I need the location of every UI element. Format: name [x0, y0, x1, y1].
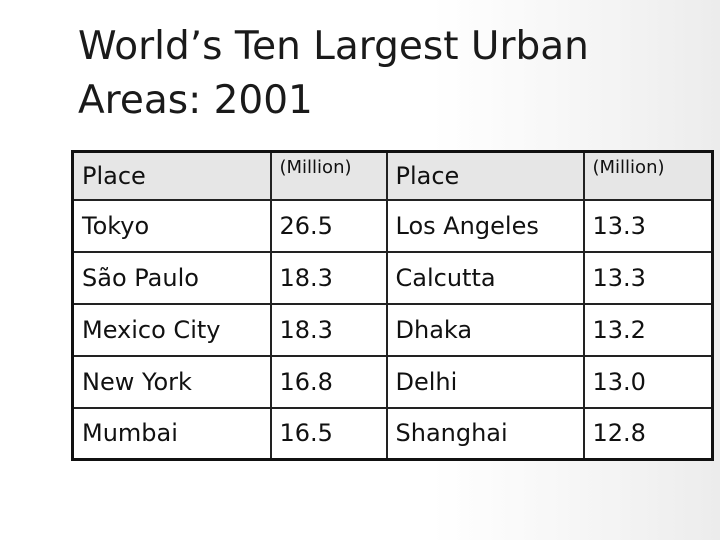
table-row: Tokyo 26.5 Los Angeles 13.3 [71, 198, 714, 253]
place-cell: New York [71, 354, 272, 409]
table-row: New York 16.8 Delhi 13.0 [71, 354, 714, 409]
table-header-row: Place (Million) Place (Million) [71, 150, 714, 201]
slide-title-line-1: World’s Ten Largest Urban [78, 24, 589, 69]
slide-title: World’s Ten Largest Urban Areas: 2001 [78, 20, 698, 128]
header-place-left: Place [71, 150, 272, 201]
population-cell: 13.3 [582, 198, 714, 253]
place-cell: Mumbai [71, 406, 272, 461]
population-cell: 16.8 [269, 354, 388, 409]
header-million-right: (Million) [582, 150, 714, 201]
population-cell: 12.8 [582, 406, 714, 461]
population-cell: 16.5 [269, 406, 388, 461]
place-cell: Shanghai [385, 406, 585, 461]
urban-areas-table: Place (Million) Place (Million) Tokyo 26… [71, 150, 714, 461]
place-cell: Dhaka [385, 302, 585, 357]
population-cell: 13.0 [582, 354, 714, 409]
place-cell: Mexico City [71, 302, 272, 357]
header-place-right: Place [385, 150, 585, 201]
place-cell: Calcutta [385, 250, 585, 305]
population-cell: 13.3 [582, 250, 714, 305]
population-cell: 26.5 [269, 198, 388, 253]
place-cell: Tokyo [71, 198, 272, 253]
header-million-left: (Million) [269, 150, 388, 201]
place-cell: Los Angeles [385, 198, 585, 253]
table-row: Mexico City 18.3 Dhaka 13.2 [71, 302, 714, 357]
table-row: São Paulo 18.3 Calcutta 13.3 [71, 250, 714, 305]
population-cell: 13.2 [582, 302, 714, 357]
place-cell: Delhi [385, 354, 585, 409]
population-cell: 18.3 [269, 250, 388, 305]
slide-title-line-2: Areas: 2001 [78, 78, 313, 123]
table-row: Mumbai 16.5 Shanghai 12.8 [71, 406, 714, 461]
population-cell: 18.3 [269, 302, 388, 357]
place-cell: São Paulo [71, 250, 272, 305]
